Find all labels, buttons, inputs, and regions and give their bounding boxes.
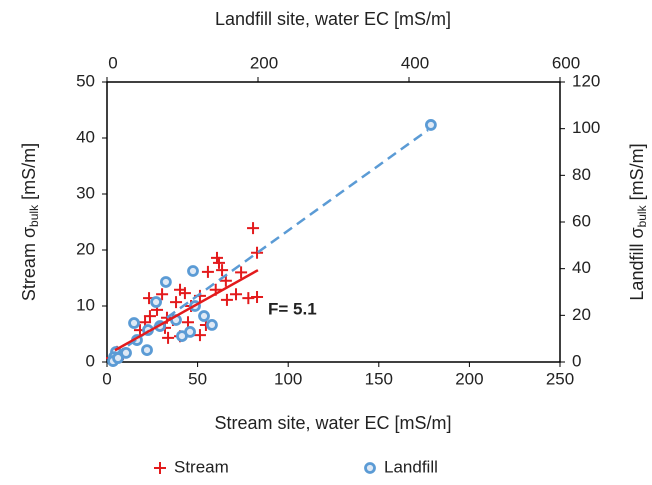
- y2-tick-label: 40: [572, 258, 591, 277]
- point: [187, 265, 199, 277]
- y2-tick-label: 100: [572, 118, 600, 137]
- point: [230, 288, 243, 301]
- trend-line: [114, 129, 429, 357]
- y2-tick-label: 20: [572, 305, 591, 324]
- point: [251, 246, 264, 259]
- x-tick-label: 50: [188, 369, 207, 388]
- x-tick-label: 250: [546, 369, 574, 388]
- point: [210, 251, 223, 264]
- point: [216, 264, 229, 277]
- x-tick-label: 150: [365, 369, 393, 388]
- point: [150, 296, 162, 308]
- y-tick-label: 10: [76, 295, 95, 314]
- point: [184, 325, 196, 338]
- point: [178, 287, 191, 300]
- y2-tick-label: 0: [572, 351, 581, 370]
- x-tick-label: 100: [274, 369, 302, 388]
- trend-line: [114, 269, 259, 352]
- point: [201, 265, 214, 278]
- y-axis-title-part: Stream σ: [19, 227, 39, 301]
- point: [112, 352, 124, 364]
- y-tick-label: 40: [76, 127, 95, 146]
- y-axis-title-part: [mS/m]: [19, 143, 39, 205]
- y-tick-label: 30: [76, 183, 95, 202]
- y2-tick-label: 60: [572, 211, 591, 230]
- point: [193, 329, 206, 342]
- y2-axis-title-sub: bulk: [635, 204, 649, 227]
- legend-label: Stream: [174, 457, 229, 476]
- legend-marker: [154, 462, 166, 474]
- y-tick-label: 50: [76, 71, 95, 90]
- point: [156, 288, 169, 301]
- x2-tick-label: 0: [108, 53, 117, 72]
- y2-axis-title-part: Landfill σ: [627, 227, 647, 300]
- point: [141, 344, 153, 357]
- point: [424, 119, 437, 131]
- point: [235, 266, 248, 279]
- legend-marker: [364, 462, 376, 474]
- point: [128, 317, 140, 329]
- point: [212, 256, 225, 269]
- point: [247, 222, 260, 235]
- y-axis-title: Stream σbulk [mS/m]: [19, 143, 41, 301]
- y2-axis-title: Landfill σbulk [mS/m]: [627, 143, 649, 300]
- x2-tick-label: 600: [552, 53, 580, 72]
- annotation: F= 5.1: [268, 299, 317, 318]
- point: [170, 296, 183, 309]
- legend-label: Landfill: [384, 457, 438, 476]
- x-tick-label: 200: [455, 369, 483, 388]
- point: [220, 293, 233, 306]
- x2-tick-label: 400: [401, 53, 429, 72]
- y-tick-label: 0: [86, 351, 95, 370]
- x-axis-title: Stream site, water EC [mS/m]: [214, 413, 451, 433]
- y2-tick-label: 120: [572, 71, 600, 90]
- point: [206, 318, 218, 331]
- y2-axis-title-part: [mS/m]: [627, 143, 647, 205]
- point: [162, 331, 175, 344]
- point: [242, 292, 255, 305]
- point: [251, 291, 264, 304]
- x-tick-label: 0: [102, 369, 111, 388]
- point: [181, 316, 194, 329]
- y2-tick-label: 80: [572, 165, 591, 184]
- x2-tick-label: 200: [250, 53, 278, 72]
- y-axis-title-sub: bulk: [27, 204, 41, 227]
- point: [159, 276, 172, 288]
- x2-axis-title: Landfill site, water EC [mS/m]: [215, 9, 451, 29]
- point: [198, 310, 210, 322]
- point: [143, 310, 156, 323]
- y-tick-label: 20: [76, 239, 95, 258]
